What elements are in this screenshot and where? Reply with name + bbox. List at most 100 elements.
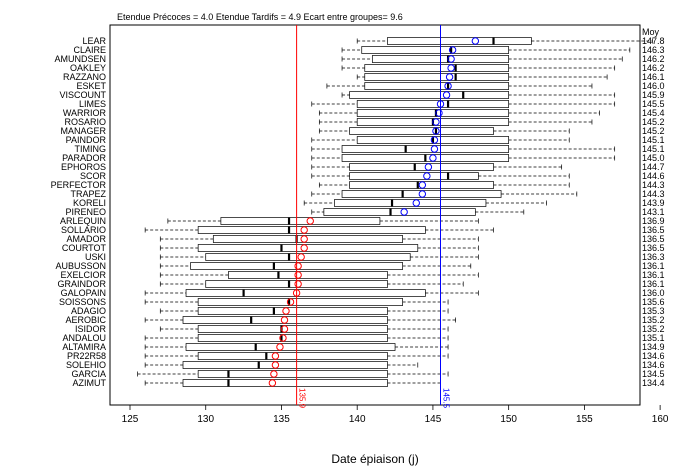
box bbox=[182, 379, 388, 387]
variety-mean-label: 145.1 bbox=[642, 135, 665, 145]
mean-point bbox=[294, 262, 302, 270]
variety-label: AEROBIC bbox=[65, 315, 106, 325]
variety-row: OAKLEY 146.2 bbox=[70, 63, 665, 73]
variety-label: KORELI bbox=[73, 198, 106, 208]
variety-mean-label: 143.9 bbox=[642, 198, 665, 208]
mean-point bbox=[471, 37, 480, 45]
box bbox=[364, 82, 510, 90]
mean-point bbox=[286, 298, 295, 306]
mean-point bbox=[300, 244, 308, 252]
variety-mean-label: 136.5 bbox=[642, 234, 665, 244]
variety-row: PR22R58 134.6 bbox=[67, 351, 665, 361]
box bbox=[185, 289, 426, 297]
variety-mean-label: 144.6 bbox=[642, 171, 665, 181]
box bbox=[364, 73, 510, 81]
variety-row: TIMING 145.1 bbox=[75, 144, 665, 154]
variety-label: SCOR bbox=[80, 171, 107, 181]
box bbox=[349, 91, 510, 99]
x-tick-label: 135 bbox=[273, 414, 290, 425]
mean-point bbox=[430, 136, 439, 144]
variety-mean-label: 146.2 bbox=[642, 54, 665, 64]
x-tick-label: 140 bbox=[349, 414, 366, 425]
variety-mean-label: 145.5 bbox=[642, 99, 665, 109]
mean-point bbox=[279, 334, 287, 342]
box bbox=[356, 109, 510, 117]
variety-mean-label: 136.1 bbox=[642, 270, 665, 280]
mean-point bbox=[300, 226, 308, 234]
box bbox=[212, 235, 403, 243]
mean-point bbox=[429, 154, 437, 162]
plot-frame bbox=[109, 24, 641, 406]
box bbox=[220, 217, 381, 225]
variety-mean-label: 143.1 bbox=[642, 207, 665, 217]
box bbox=[197, 226, 426, 234]
variety-row: PIRENEO 143.1 bbox=[65, 207, 664, 217]
mean-point bbox=[306, 217, 314, 225]
variety-label: USKI bbox=[85, 252, 106, 262]
box bbox=[228, 271, 388, 279]
variety-mean-label: 145.2 bbox=[642, 126, 665, 136]
variety-row: SOLLARIO 136.5 bbox=[61, 225, 665, 235]
x-tick-label: 160 bbox=[652, 414, 669, 425]
box bbox=[197, 370, 388, 378]
x-tick-label: 125 bbox=[122, 414, 139, 425]
variety-label: PIRENEO bbox=[65, 207, 106, 217]
mean-point bbox=[418, 181, 427, 189]
mean-point bbox=[444, 82, 452, 90]
variety-label: ROSARIO bbox=[64, 117, 106, 127]
variety-mean-label: 144.3 bbox=[642, 180, 665, 190]
variety-mean-label: 135.2 bbox=[642, 324, 665, 334]
variety-row: RAZZANO 146.1 bbox=[63, 72, 665, 82]
variety-mean-label: 136.5 bbox=[642, 225, 665, 235]
variety-label: GRAINDOR bbox=[57, 279, 106, 289]
boxes-layer: LEAR 147.8 CLAIRE 146.3 AMUNDSEN 146.2 OAKLEY 1… bbox=[51, 36, 665, 388]
variety-row: SCOR 144.6 bbox=[80, 171, 665, 181]
mean-point bbox=[270, 370, 278, 378]
variety-label: AMADOR bbox=[66, 234, 106, 244]
variety-mean-label: 135.6 bbox=[642, 297, 665, 307]
variety-row: COURTOT 136.5 bbox=[62, 243, 665, 253]
mean-point bbox=[432, 127, 440, 135]
variety-mean-label: 134.4 bbox=[642, 378, 665, 388]
variety-row: ADAGIO 135.3 bbox=[71, 306, 665, 316]
variety-row: AZIMUT 134.4 bbox=[73, 378, 665, 388]
variety-row: GARCIA 134.5 bbox=[71, 369, 664, 379]
box bbox=[341, 190, 502, 198]
mean-point bbox=[300, 235, 308, 243]
x-axis-label: Date épiaison (j) bbox=[331, 452, 418, 466]
variety-label: GALOPAIN bbox=[61, 288, 106, 298]
box bbox=[197, 307, 388, 315]
mean-point bbox=[442, 91, 451, 99]
variety-row: EPHOROS 144.7 bbox=[61, 162, 665, 172]
variety-mean-label: 147.8 bbox=[642, 36, 665, 46]
box bbox=[197, 352, 388, 360]
variety-label: PR22R58 bbox=[67, 351, 106, 361]
variety-label: ISIDOR bbox=[75, 324, 107, 334]
variety-mean-label: 144.3 bbox=[642, 189, 665, 199]
box bbox=[182, 316, 388, 324]
mean-point bbox=[400, 208, 408, 216]
variety-mean-label: 136.0 bbox=[642, 288, 665, 298]
variety-row: AUBUSSON 136.1 bbox=[55, 261, 664, 271]
variety-mean-label: 134.6 bbox=[642, 360, 665, 370]
variety-row: PARADOR 145.0 bbox=[62, 153, 664, 163]
variety-mean-label: 134.5 bbox=[642, 369, 665, 379]
box bbox=[349, 127, 494, 135]
variety-label: TRAPEZ bbox=[70, 189, 106, 199]
variety-mean-label: 136.3 bbox=[642, 252, 665, 262]
variety-label: PAINDOR bbox=[66, 135, 107, 145]
variety-row: MANAGER 145.2 bbox=[60, 126, 664, 136]
variety-mean-label: 134.6 bbox=[642, 351, 665, 361]
variety-mean-label: 146.3 bbox=[642, 45, 665, 55]
variety-row: ISIDOR 135.2 bbox=[75, 324, 665, 334]
variety-mean-label: 136.5 bbox=[642, 243, 665, 253]
x-tick-label: 155 bbox=[576, 414, 593, 425]
variety-mean-label: 136.1 bbox=[642, 261, 665, 271]
variety-row: USKI 136.3 bbox=[85, 252, 665, 262]
variety-mean-label: 145.2 bbox=[642, 117, 665, 127]
variety-label: VISCOUNT bbox=[59, 90, 106, 100]
x-tick-label: 130 bbox=[197, 414, 214, 425]
variety-label: COURTOT bbox=[62, 243, 107, 253]
box bbox=[197, 325, 388, 333]
x-tick-label: 150 bbox=[500, 414, 517, 425]
